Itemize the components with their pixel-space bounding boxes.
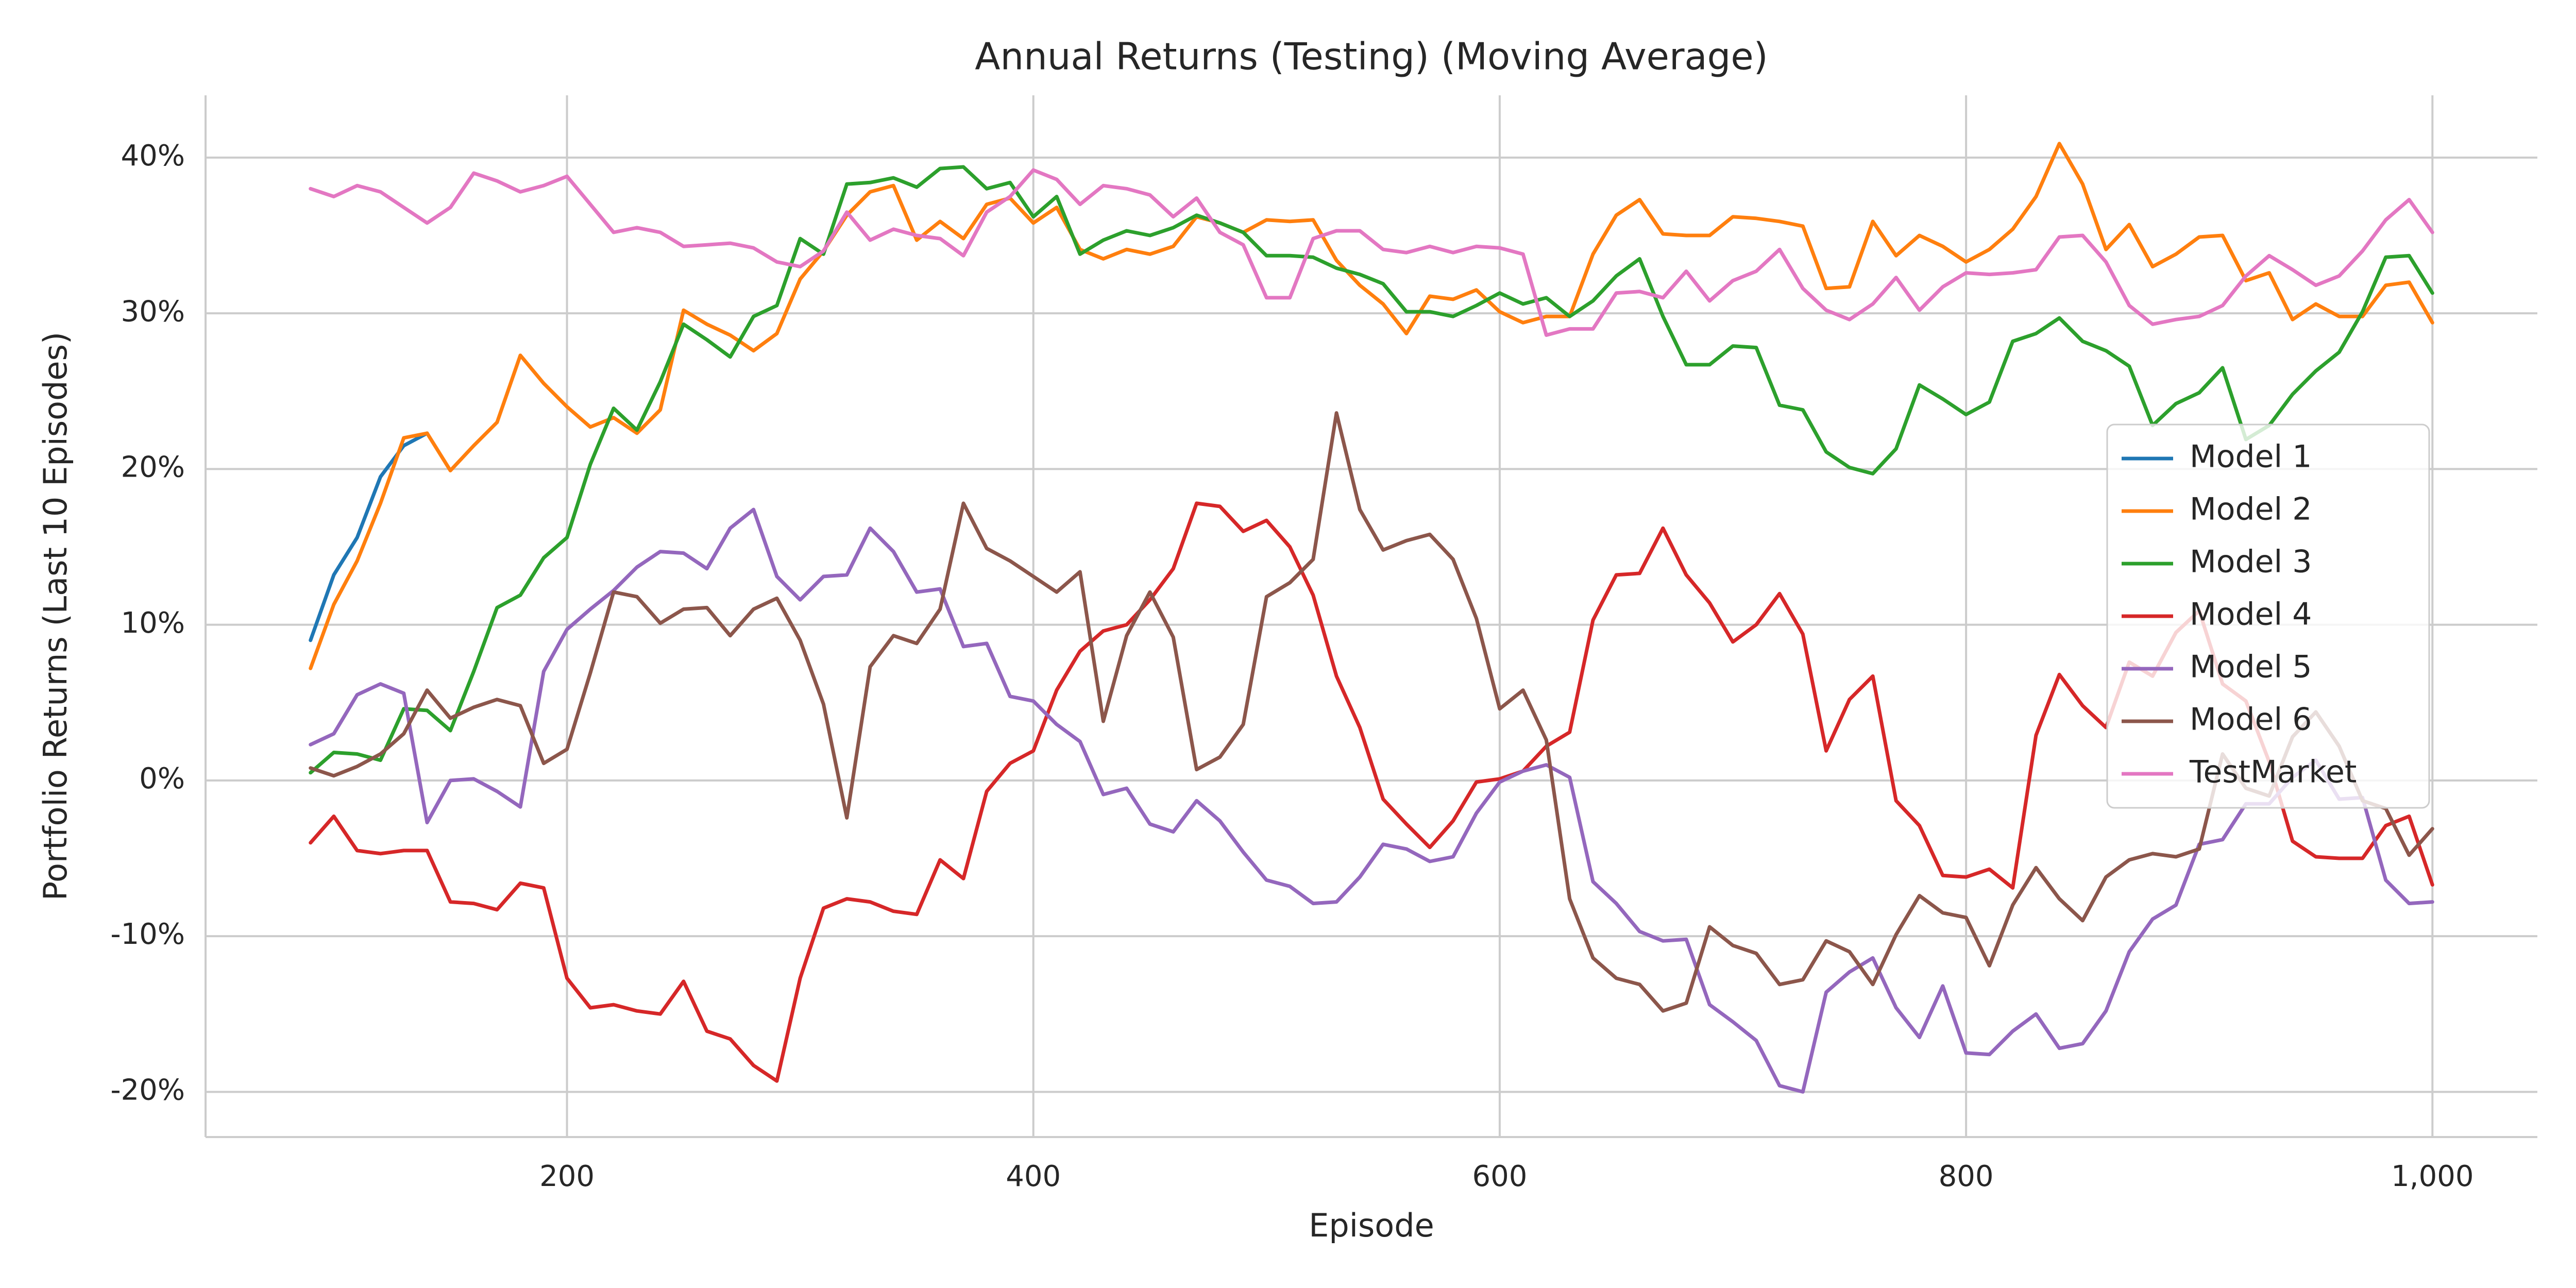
series-line — [309, 501, 2434, 1083]
legend-label: Model 4 — [2190, 597, 2312, 633]
y-tick-label: 10% — [121, 606, 185, 640]
y-tick-label: 40% — [121, 139, 185, 173]
legend-label: Model 6 — [2190, 702, 2312, 738]
axes: -20% -10% 0% 10% 20% 30% 40% 200 400 600 800 1,000 — [110, 95, 2537, 1193]
legend-label: TestMarket — [2189, 754, 2357, 790]
series-line — [309, 411, 2434, 1013]
grid — [206, 95, 2537, 1137]
legend: Model 1 Model 2 Model 3 Model 4 Model 5 Model… — [2106, 423, 2430, 809]
series-line — [309, 165, 2434, 775]
series-line — [309, 431, 429, 642]
lines — [309, 142, 2434, 1094]
x-tick-label: 1,000 — [2391, 1160, 2473, 1193]
y-tick-label: 20% — [121, 451, 185, 484]
series-line — [309, 507, 2434, 1094]
x-tick-label: 400 — [1006, 1160, 1061, 1193]
y-tick-label: 30% — [121, 295, 185, 328]
legend-label: Model 5 — [2190, 649, 2312, 685]
legend-label: Model 2 — [2190, 492, 2312, 528]
legend-label: Model 3 — [2190, 544, 2312, 580]
y-axis-label: Portfolio Returns (Last 10 Episodes) — [37, 332, 74, 901]
x-tick-label: 200 — [539, 1160, 595, 1193]
legend-box — [2106, 423, 2430, 809]
y-tick-label: -20% — [110, 1073, 185, 1107]
x-tick-label: 800 — [1939, 1160, 1994, 1193]
legend-label: Model 1 — [2190, 439, 2312, 475]
series-line — [309, 168, 2434, 337]
series-line — [309, 142, 2434, 670]
y-tick-label: 0% — [139, 762, 185, 795]
chart-title: Annual Returns (Testing) (Moving Average… — [975, 35, 1768, 78]
x-axis-label: Episode — [1309, 1207, 1434, 1244]
y-tick-label: -10% — [110, 918, 185, 951]
x-tick-label: 600 — [1472, 1160, 1527, 1193]
